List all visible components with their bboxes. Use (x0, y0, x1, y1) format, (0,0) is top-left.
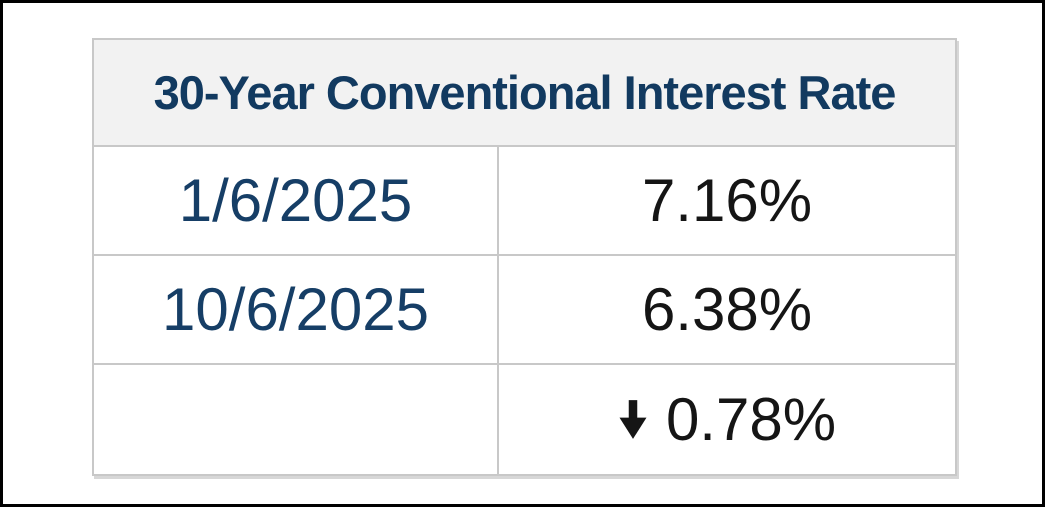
table-title: 30-Year Conventional Interest Rate (91, 38, 958, 147)
rate-cell: 6.38% (496, 254, 958, 365)
table-row: 10/6/2025 6.38% (92, 254, 958, 365)
down-arrow-icon (618, 400, 648, 439)
date-cell: 10/6/2025 (92, 254, 499, 365)
rate-cell: 7.16% (496, 145, 958, 256)
rate-change: 0.78% (500, 385, 954, 454)
rate-change-value: 0.78% (665, 386, 837, 453)
table-row: 1/6/2025 7.16% (92, 145, 958, 256)
interest-rate-table: 30-Year Conventional Interest Rate 1/6/2… (91, 38, 958, 476)
rate-change-cell: 0.78% (496, 363, 958, 476)
table-row: 0.78% (92, 363, 958, 476)
table-header-row: 30-Year Conventional Interest Rate (91, 38, 958, 147)
date-cell: 1/6/2025 (92, 145, 499, 256)
empty-cell (92, 363, 499, 476)
